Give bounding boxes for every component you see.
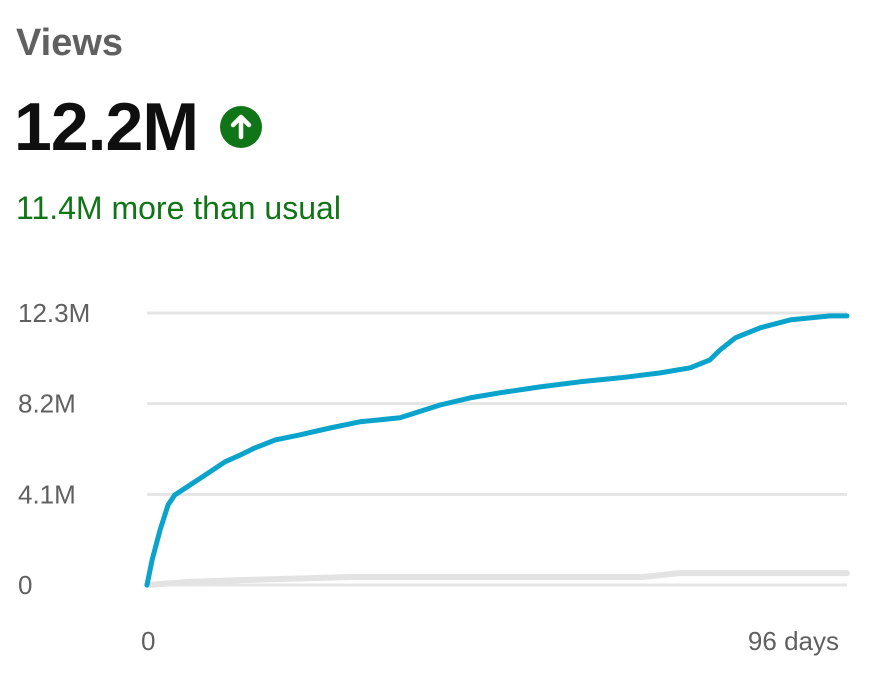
arrow-up-circle-icon	[220, 106, 262, 148]
delta-text: 11.4M more than usual	[16, 190, 341, 226]
x-tick-label: 0	[141, 626, 155, 656]
y-tick-label: 8.2M	[18, 389, 76, 419]
value-row: 12.2M	[14, 88, 262, 166]
metric-value: 12.2M	[14, 89, 199, 165]
y-tick-label: 0	[18, 570, 32, 600]
views-chart: 0 4.1M 8.2M 12.3M 0 96 days	[18, 298, 850, 656]
y-tick-label: 4.1M	[18, 479, 76, 509]
series-line-this-video	[144, 313, 850, 588]
series-line-typical	[144, 570, 850, 588]
metric-label: Views	[16, 22, 124, 64]
x-tick-label: 96 days	[748, 626, 839, 656]
y-tick-label: 12.3M	[18, 298, 90, 328]
